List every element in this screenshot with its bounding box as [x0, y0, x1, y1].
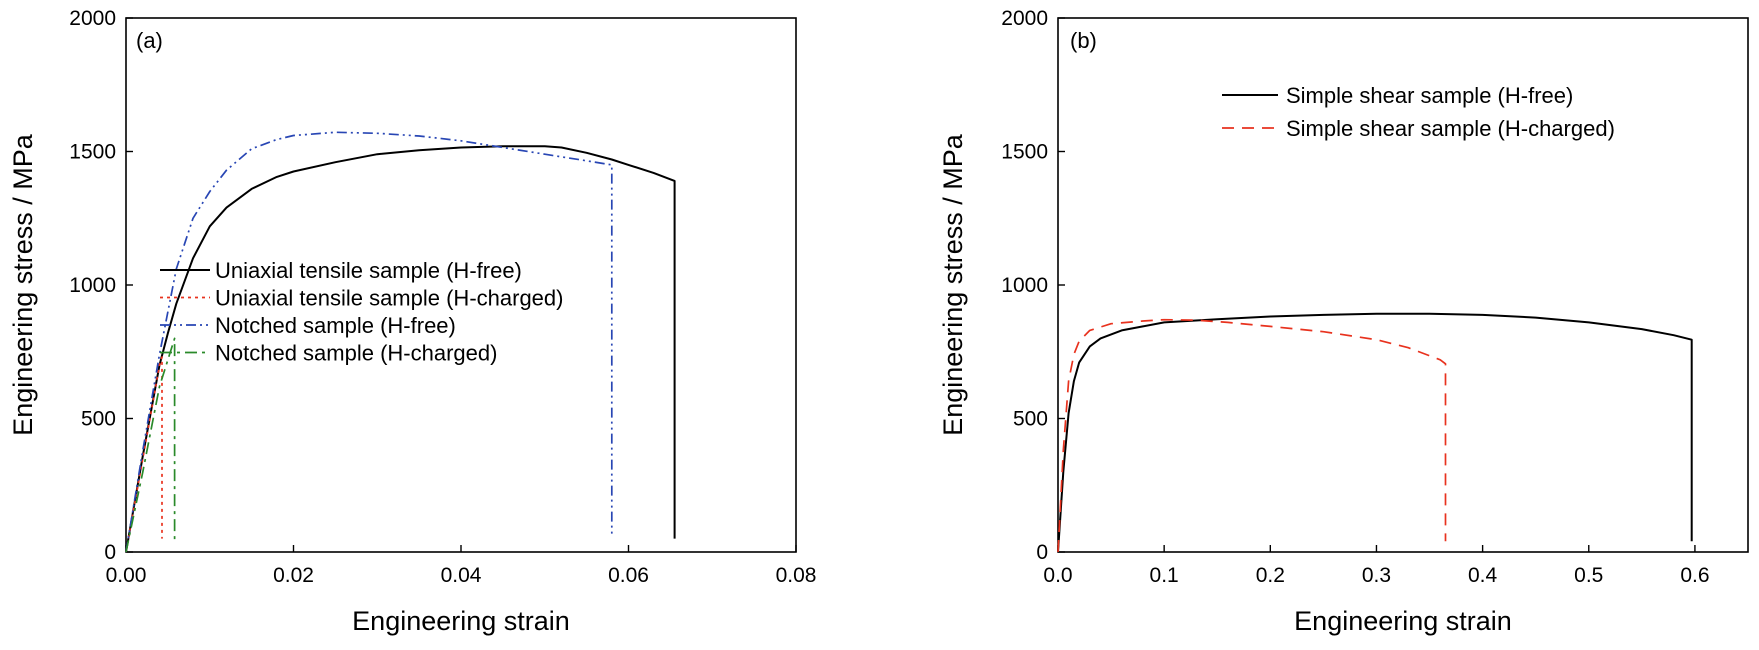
panel-b-x-tick-label: 0.1	[1150, 564, 1179, 587]
panel-a-series-line-1	[125, 145, 676, 553]
panel-b-x-tick-label: 0.0	[1043, 564, 1072, 587]
panel-a: 0.00 0.02 0.04 0.06 0.08 0 500 1000 1500 2000 (a)…	[8, 7, 816, 636]
panel-a-y-tick-label: 1000	[69, 274, 116, 297]
panel-a-label: (a)	[136, 28, 163, 53]
panel-b-series-line-2	[1057, 318, 1447, 553]
panel-a-y-axis-title: Engineering stress / MPa	[8, 133, 38, 436]
panel-a-series-line-4	[125, 337, 176, 553]
panel-a-x-tick-label: 0.00	[106, 564, 147, 587]
panel-a-legend: Uniaxial tensile sample (H-free) Uniaxial…	[160, 258, 563, 366]
panel-b-label: (b)	[1070, 28, 1097, 53]
panel-a-y-tick-label: 500	[81, 408, 116, 431]
panel-b-y-axis-title: Engineering stress / MPa	[938, 133, 968, 436]
panel-a-y-tick-label: 1500	[69, 141, 116, 164]
panel-b-series	[1057, 312, 1693, 553]
panel-a-series-line-2	[125, 356, 163, 553]
panel-a-x-tick-label: 0.02	[273, 564, 314, 587]
panel-a-y-tick-label: 2000	[69, 7, 116, 30]
panel-b-y-tick-label: 1000	[1001, 274, 1048, 297]
panel-b-y-tick-label: 2000	[1001, 7, 1048, 30]
panel-a-x-tick-label: 0.04	[441, 564, 482, 587]
panel-a-axes: 0.00 0.02 0.04 0.06 0.08 0 500 1000 1500 2000	[69, 7, 816, 587]
panel-b-axes: 0.0 0.1 0.2 0.3 0.4 0.5 0.6 0 500 1000 1500 2000	[1001, 7, 1709, 587]
panel-b-y-tick-label: 1500	[1001, 141, 1048, 164]
panel-b-x-tick-label: 0.3	[1362, 564, 1391, 587]
panel-b-series-line-1	[1057, 312, 1693, 553]
panel-b-x-tick-label: 0.2	[1256, 564, 1285, 587]
panel-b-y-tick-label: 500	[1013, 408, 1048, 431]
panel-a-legend-label-4: Notched sample (H-charged)	[215, 341, 497, 366]
panel-a-x-tick-label: 0.08	[776, 564, 817, 587]
panel-a-y-tick-label: 0	[104, 541, 116, 564]
panel-a-legend-label-3: Notched sample (H-free)	[215, 313, 456, 338]
panel-a-legend-label-2: Uniaxial tensile sample (H-charged)	[215, 286, 563, 311]
panel-a-x-axis-title: Engineering strain	[352, 606, 570, 636]
panel-a-legend-label-1: Uniaxial tensile sample (H-free)	[215, 258, 522, 283]
panel-b-legend-label-2: Simple shear sample (H-charged)	[1286, 116, 1615, 141]
panel-a-x-tick-label: 0.06	[608, 564, 649, 587]
panel-b-x-axis-title: Engineering strain	[1294, 606, 1512, 636]
panel-b-x-tick-label: 0.4	[1468, 564, 1498, 587]
panel-b-legend: Simple shear sample (H-free) Simple shear…	[1222, 83, 1615, 141]
panel-b-legend-label-1: Simple shear sample (H-free)	[1286, 83, 1573, 108]
panel-b-y-tick-label: 0	[1036, 541, 1048, 564]
panel-b-x-tick-label: 0.5	[1574, 564, 1603, 587]
panel-b: 0.0 0.1 0.2 0.3 0.4 0.5 0.6 0 500 1000 1500 2000 (b…	[938, 7, 1749, 636]
panel-b-x-tick-label: 0.6	[1680, 564, 1709, 587]
